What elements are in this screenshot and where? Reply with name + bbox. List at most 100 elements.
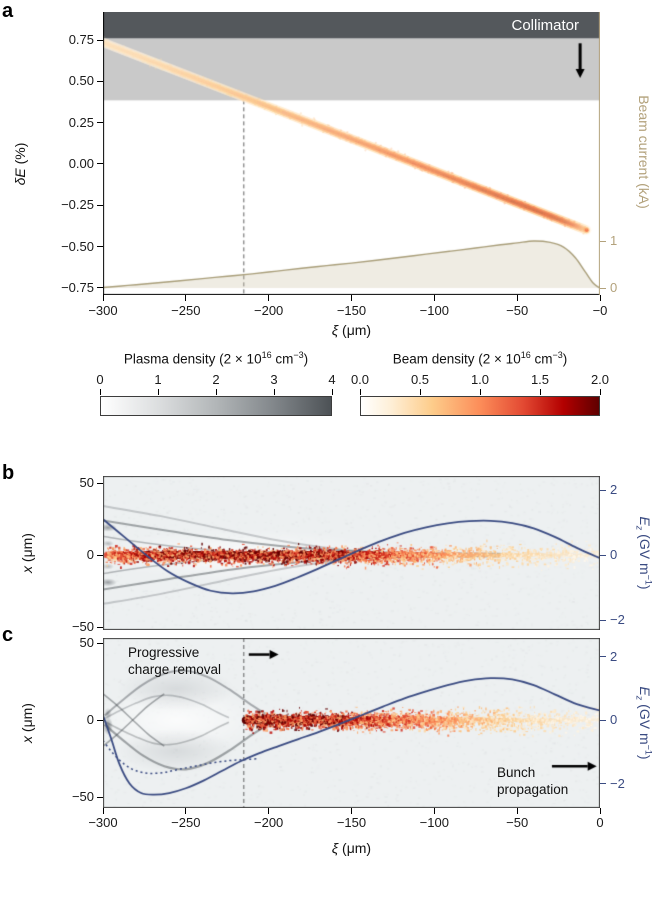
panel-a-xlabel-unit: (μm) bbox=[338, 322, 372, 338]
panel-b-ylabel-unit: (μm) bbox=[19, 533, 35, 566]
beam-title-sup: 16 bbox=[520, 350, 531, 360]
panel-c-ez-unit2: ) bbox=[637, 754, 654, 760]
panel-a-ytick-label: 0.00 bbox=[68, 155, 94, 171]
panel-c-xtick bbox=[516, 808, 518, 814]
panel-a-right-ytick-label: 1 bbox=[610, 233, 618, 248]
panel-c-right-ytick bbox=[600, 656, 606, 657]
panel-b-ez-unit2: ) bbox=[637, 584, 654, 590]
panel-a-xtick-label: −100 bbox=[419, 303, 449, 318]
panel-a-ytick-label: −0.75 bbox=[61, 279, 94, 295]
panel-a-ytick bbox=[97, 122, 103, 124]
plasma-title-text2: cm bbox=[271, 351, 294, 367]
panel-a-ylabel-symbol: δE bbox=[12, 168, 28, 186]
panel-a-ytick-label: −0.50 bbox=[61, 238, 94, 254]
collimator-label: Collimator bbox=[511, 17, 579, 34]
panel-a-ytick bbox=[97, 287, 103, 289]
panel-c-right-ytick-label: 2 bbox=[610, 648, 618, 664]
panel-b-right-ytick-label: 0 bbox=[610, 547, 618, 562]
beam-cbar-tick-label: 0.0 bbox=[350, 372, 370, 387]
panel-c-ytick bbox=[97, 719, 103, 721]
panel-b-ylabel-symbol: x bbox=[19, 565, 35, 573]
beam-title-text3: ) bbox=[562, 351, 568, 367]
panel-a-xtick-label: −200 bbox=[254, 303, 284, 318]
panel-a-ytick-label: 0.50 bbox=[68, 73, 94, 89]
panel-b-ez-sup: −1 bbox=[643, 574, 654, 585]
beam-cbar-tick bbox=[599, 389, 601, 395]
panel-a-xtick-label: −250 bbox=[171, 303, 201, 318]
beam-cbar-tick bbox=[419, 389, 421, 395]
panel-c-xtick-label: −200 bbox=[254, 815, 284, 830]
panel-b-ytick-label: 0 bbox=[86, 547, 94, 562]
panel-c-xtick bbox=[102, 808, 104, 814]
panel-c-xtick-label: 0 bbox=[596, 815, 604, 830]
panel-a-right-ytick bbox=[600, 240, 606, 242]
panel-a-xtick-label: −300 bbox=[88, 303, 118, 318]
panel-b-ytick bbox=[97, 482, 103, 484]
panel-b-ytick bbox=[97, 554, 103, 556]
panel-c-x-axis-label: ξ (μm) bbox=[103, 840, 600, 856]
panel-b-right-ytick bbox=[600, 619, 606, 621]
panel-a-xtick bbox=[516, 295, 518, 301]
panel-a-ytick-label: 0.25 bbox=[68, 114, 94, 130]
panel-a-xtick bbox=[433, 295, 435, 301]
panel-b-right-ytick bbox=[600, 554, 606, 556]
panel-a-ytick-label: 0.75 bbox=[68, 32, 94, 47]
propagation-line2: propagation bbox=[497, 782, 569, 797]
panel-a-ytick bbox=[97, 204, 103, 206]
bunch-propagation-annotation: Bunch propagation bbox=[497, 764, 568, 798]
plasma-title-sup: 16 bbox=[261, 350, 272, 360]
panel-a-xtick bbox=[185, 295, 187, 301]
panel-a-y-axis-label: δE (%) bbox=[12, 143, 28, 186]
panel-a-xtick bbox=[102, 295, 104, 301]
panel-c-label: c bbox=[2, 624, 14, 646]
plasma-cbar-tick bbox=[99, 389, 101, 395]
panel-c-ytick-label: −50 bbox=[71, 789, 94, 804]
plasma-cbar-tick bbox=[215, 389, 217, 395]
panel-c-right-ytick-label: −2 bbox=[610, 775, 625, 791]
panel-c-ylabel-unit: (μm) bbox=[19, 703, 35, 736]
panel-a-ytick bbox=[97, 163, 103, 165]
panel-c-right-ytick bbox=[600, 719, 606, 721]
panel-a-ytick bbox=[97, 39, 103, 41]
beam-title-text: Beam density (2 × 10 bbox=[392, 351, 521, 367]
plasma-cbar-tick bbox=[331, 389, 333, 395]
progressive-charge-removal-annotation: Progressive charge removal bbox=[128, 644, 221, 678]
panel-a-xtick-label: −0 bbox=[592, 303, 608, 318]
beam-cbar-tick-label: 0.5 bbox=[410, 372, 430, 387]
panel-c-ytick bbox=[97, 642, 103, 644]
panel-a-xlabel-symbol: ξ bbox=[331, 322, 339, 338]
panel-c-xtick bbox=[351, 808, 352, 814]
plasma-title-text: Plasma density (2 × 10 bbox=[123, 351, 262, 367]
beam-title-text2: cm bbox=[530, 351, 553, 367]
panel-b-y-axis-label: x (μm) bbox=[19, 533, 35, 573]
panel-c-xtick-label: −250 bbox=[171, 815, 201, 830]
beam-cbar-tick bbox=[539, 389, 541, 395]
panel-a-right-ytick bbox=[600, 287, 606, 289]
panel-a-ytick bbox=[97, 246, 103, 248]
panel-c-ez-symbol: E bbox=[637, 686, 654, 696]
panel-c-y-axis-label: x (μm) bbox=[19, 703, 35, 743]
panel-c-xtick bbox=[599, 808, 601, 814]
panel-c-plot-canvas bbox=[103, 638, 600, 808]
panel-a-xtick bbox=[599, 295, 601, 301]
plasma-cbar-tick-label: 1 bbox=[154, 372, 162, 387]
panel-c-right-ytick bbox=[600, 783, 606, 784]
panel-c-xtick bbox=[268, 808, 270, 814]
beam-title-sup2: −3 bbox=[552, 350, 563, 360]
panel-b-right-ytick bbox=[600, 489, 606, 491]
panel-a-label: a bbox=[2, 0, 14, 22]
panel-b-ytick-label: 50 bbox=[79, 475, 94, 490]
beam-cbar-tick bbox=[479, 389, 481, 395]
panel-b-ytick bbox=[97, 626, 103, 628]
plasma-cbar-tick-label: 4 bbox=[328, 372, 336, 387]
plasma-title-sup2: −3 bbox=[293, 350, 304, 360]
panel-a-xtick-label: −50 bbox=[506, 303, 529, 318]
plasma-cbar-tick bbox=[273, 389, 275, 395]
beam-cbar-tick-label: 1.5 bbox=[530, 372, 550, 387]
beam-cbar-tick bbox=[359, 389, 361, 395]
panel-c-ytick bbox=[97, 796, 103, 798]
panel-a-ylabel-unit: (%) bbox=[12, 142, 28, 169]
panel-c-ez-sup: −1 bbox=[643, 744, 654, 755]
plasma-cbar-tick bbox=[157, 389, 159, 395]
